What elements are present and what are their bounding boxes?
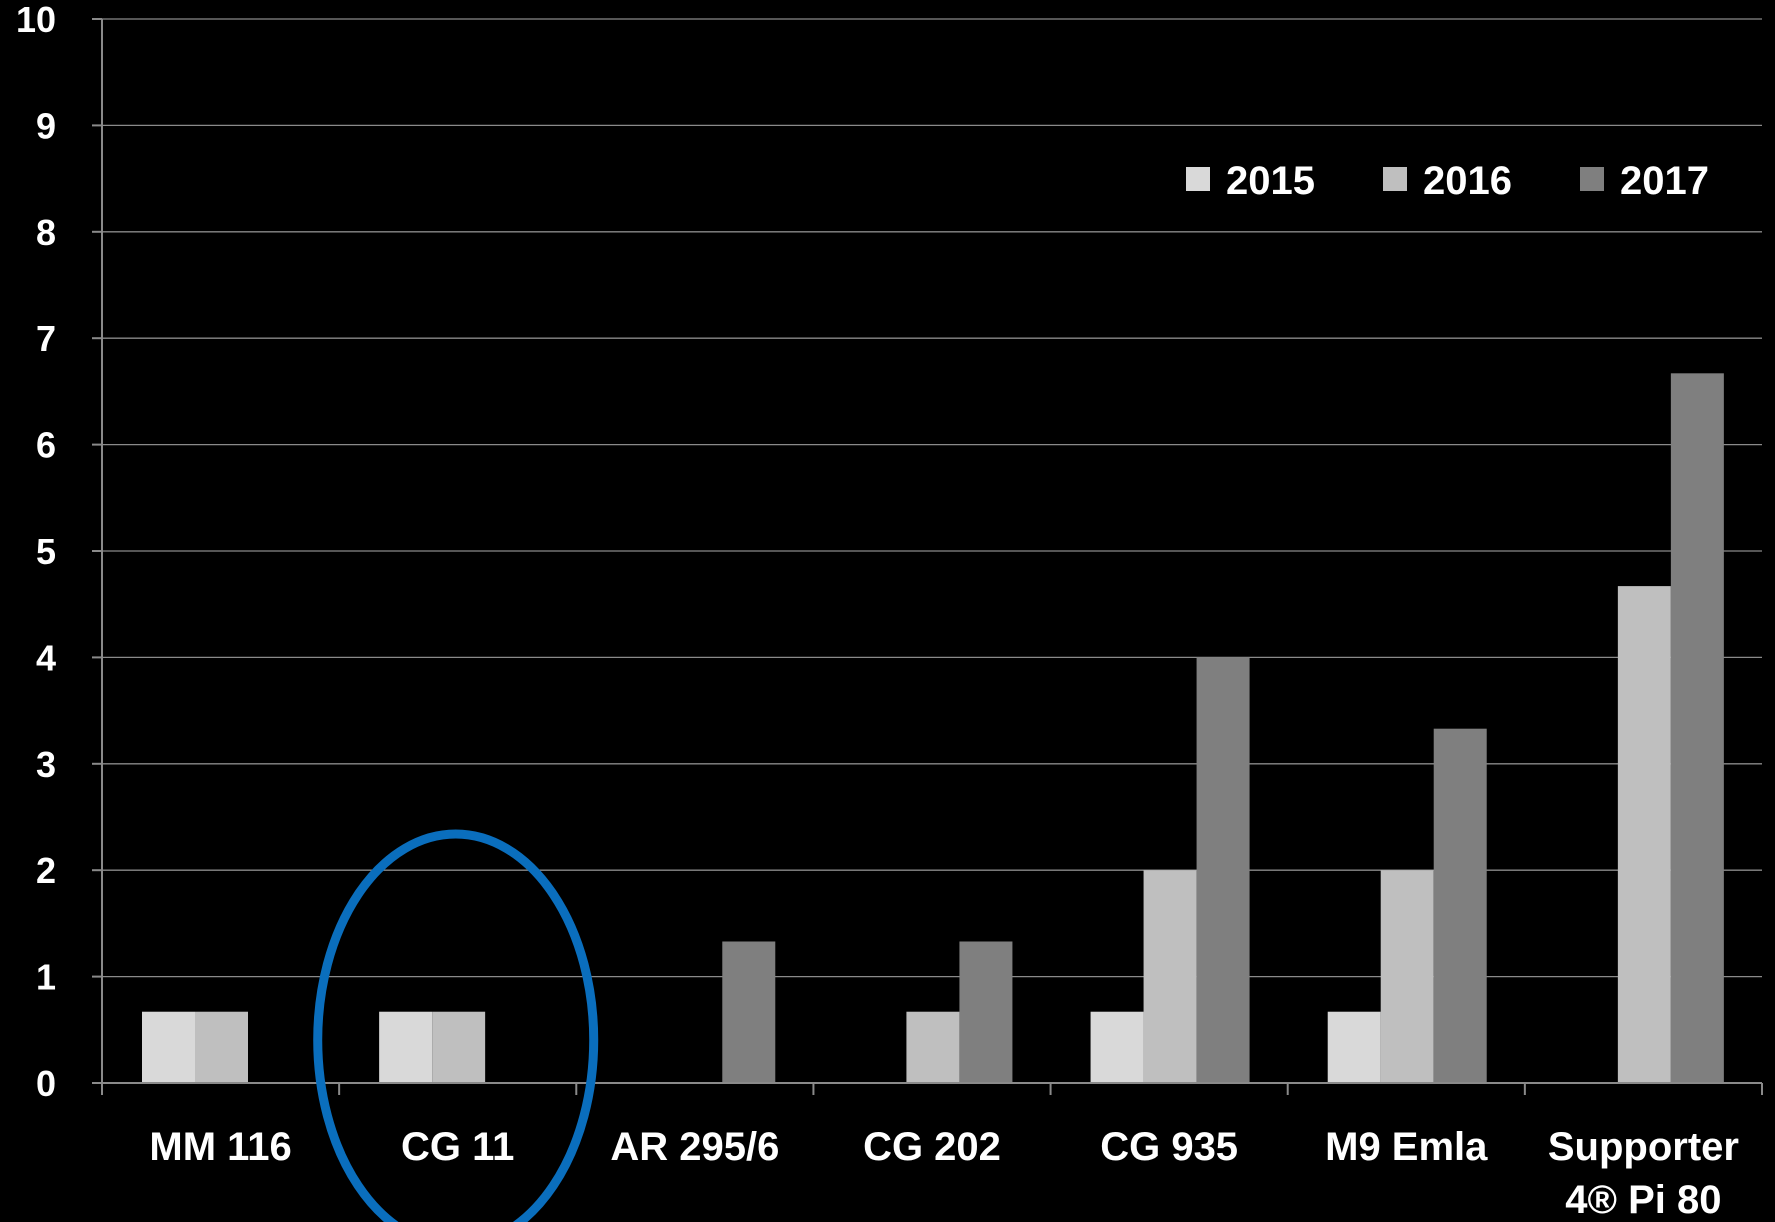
y-tick-label: 6 xyxy=(36,425,56,466)
bar-2015-0 xyxy=(142,1011,195,1083)
bar-2017-4 xyxy=(1196,657,1250,1083)
bar-2016-4 xyxy=(1143,870,1197,1083)
bar-2016-1 xyxy=(432,1011,486,1083)
x-tick-label: Supporter xyxy=(1548,1125,1739,1169)
bar-2015-4 xyxy=(1090,1011,1144,1083)
x-tick-label: M9 Emla xyxy=(1325,1125,1488,1169)
bar-2017-6 xyxy=(1670,373,1724,1083)
bar-2017-5 xyxy=(1433,728,1487,1083)
legend-swatch xyxy=(1580,167,1604,191)
bar-2016-5 xyxy=(1380,870,1434,1083)
legend-item-2015: 2015 xyxy=(1186,159,1315,203)
legend-label: 2016 xyxy=(1423,159,1512,203)
bar-2017-2 xyxy=(722,941,776,1083)
x-tick-label: CG 935 xyxy=(1100,1125,1238,1169)
bar-2017-3 xyxy=(959,941,1013,1083)
gridlines xyxy=(102,18,1762,978)
legend-label: 2015 xyxy=(1226,159,1315,203)
y-tick-labels: 0 1 2 3 4 5 6 7 8 9 10 xyxy=(16,0,56,1104)
y-tick-label: 7 xyxy=(36,318,56,359)
y-tick-label: 8 xyxy=(36,212,56,253)
y-tick-label: 4 xyxy=(36,637,56,678)
legend-item-2016: 2016 xyxy=(1383,159,1512,203)
y-tick-label: 3 xyxy=(36,744,56,785)
highlight-ellipse xyxy=(313,829,599,1222)
legend: 2015 2016 2017 xyxy=(1186,159,1709,203)
y-tick-label: 10 xyxy=(16,0,56,40)
y-tick-label: 1 xyxy=(36,957,56,998)
bar-2016-6 xyxy=(1617,586,1671,1083)
x-tick-labels: MM 116 CG 11 AR 295/6 CG 202 CG 935 M9 Emla Su… xyxy=(149,1125,1739,1222)
bars xyxy=(142,373,1724,1083)
legend-swatch xyxy=(1186,167,1210,191)
bar-2016-0 xyxy=(195,1011,248,1083)
legend-item-2017: 2017 xyxy=(1580,159,1709,203)
bar-2015-1 xyxy=(379,1011,433,1083)
bar-2016-3 xyxy=(906,1011,960,1083)
legend-label: 2017 xyxy=(1620,159,1709,203)
x-tick-label: AR 295/6 xyxy=(610,1125,779,1169)
highlight xyxy=(313,829,599,1222)
x-tick-label: MM 116 xyxy=(149,1125,291,1169)
x-tick-label: CG 11 xyxy=(401,1125,514,1169)
y-tick-label: 5 xyxy=(36,531,56,572)
y-tick-label: 0 xyxy=(36,1063,56,1104)
x-tick-label: CG 202 xyxy=(863,1125,1001,1169)
x-tick-label: 4® Pi 80 xyxy=(1565,1178,1721,1222)
axes xyxy=(92,18,1763,1095)
y-tick-label: 2 xyxy=(36,850,56,891)
y-tick-label: 9 xyxy=(36,105,56,146)
bar-2015-5 xyxy=(1327,1011,1381,1083)
legend-swatch xyxy=(1383,167,1407,191)
